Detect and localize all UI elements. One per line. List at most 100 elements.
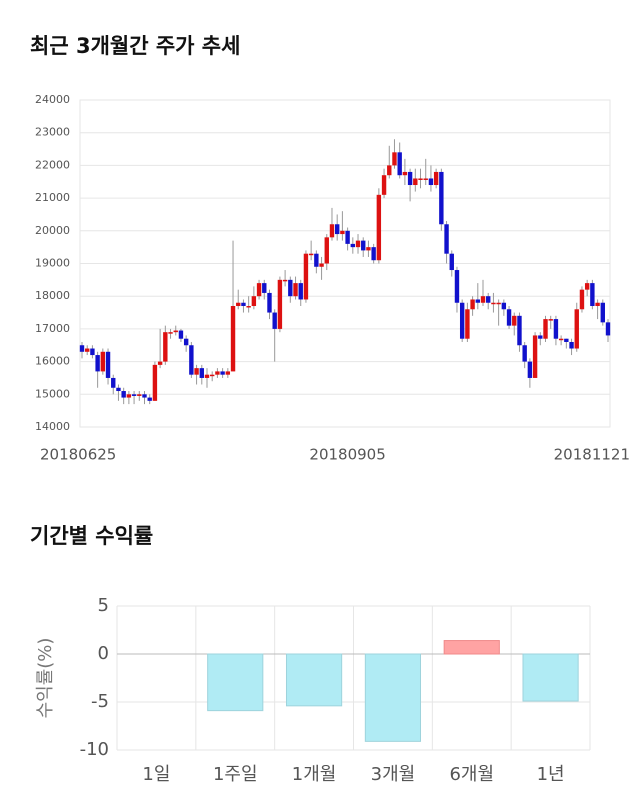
- candle-body: [579, 289, 585, 310]
- candle-body: [178, 330, 184, 339]
- x-tick-label: 1년: [537, 764, 565, 785]
- candle-body: [428, 178, 434, 186]
- candle-body: [444, 224, 449, 254]
- candle-body: [267, 292, 272, 313]
- candle-body: [574, 309, 579, 349]
- y-tick-label: 0: [98, 643, 109, 664]
- candle-body: [272, 312, 277, 329]
- x-tick-label: 20181121: [554, 446, 630, 464]
- candle-body: [314, 253, 319, 267]
- x-tick-label: 6개월: [449, 764, 494, 785]
- x-tick-label: 3개월: [371, 764, 416, 785]
- candle-body: [85, 348, 90, 352]
- candle-body: [538, 335, 543, 339]
- candle-body: [371, 247, 376, 261]
- candle-body: [543, 319, 548, 339]
- candle-body: [381, 175, 387, 195]
- y-tick-label: 5: [98, 595, 109, 616]
- candle-body: [230, 306, 236, 372]
- candle-body: [340, 230, 345, 235]
- candle-body: [392, 152, 397, 166]
- candle-body: [204, 374, 210, 378]
- candle-body: [361, 240, 366, 251]
- candle-body: [439, 171, 444, 225]
- candle-body: [465, 309, 470, 339]
- candle-body: [220, 371, 225, 375]
- candle-body: [480, 296, 486, 303]
- candle-body: [152, 364, 158, 401]
- bar: [522, 653, 579, 702]
- candle-body: [293, 283, 298, 297]
- candle-body: [366, 247, 371, 251]
- bar: [364, 653, 422, 742]
- candle-body: [100, 351, 106, 372]
- candle-body: [413, 178, 418, 186]
- candle-body: [256, 283, 262, 297]
- candle-body: [517, 315, 522, 346]
- candle-body: [194, 368, 199, 375]
- candle-body: [308, 253, 314, 256]
- candle-body: [491, 302, 496, 305]
- candle-body: [137, 394, 142, 396]
- candle-body: [262, 283, 267, 293]
- candle-body: [454, 270, 460, 303]
- candle-body: [225, 371, 231, 375]
- candle-body: [183, 338, 189, 346]
- candle-body: [459, 302, 465, 339]
- candle-body: [584, 283, 590, 290]
- y-tick-label: 20000: [35, 224, 70, 237]
- candle-body: [298, 283, 303, 300]
- y-tick-label: 24000: [35, 93, 70, 106]
- candle-body: [189, 345, 194, 375]
- x-tick-label: 20180905: [309, 446, 385, 464]
- candle-body: [387, 165, 392, 176]
- candle-body: [501, 302, 507, 310]
- y-tick-label: 16000: [35, 355, 70, 368]
- y-axis-label: 수익률(%): [35, 638, 56, 719]
- candle-body: [548, 319, 553, 321]
- candle-body: [532, 335, 538, 378]
- candle-body: [79, 345, 85, 352]
- candle-body: [350, 243, 356, 248]
- candle-body: [116, 387, 121, 392]
- candle-body: [522, 345, 527, 362]
- candle-body: [475, 299, 481, 303]
- candle-body: [433, 171, 439, 186]
- candle-body: [111, 377, 116, 388]
- y-tick-label: -10: [80, 739, 109, 760]
- x-tick-label: 1개월: [292, 764, 337, 785]
- candle-body: [209, 374, 215, 377]
- candle-body: [600, 302, 605, 323]
- candle-body: [486, 296, 491, 303]
- y-tick-label: 15000: [35, 387, 70, 400]
- y-tick-label: 21000: [35, 191, 70, 204]
- bar: [285, 653, 343, 707]
- candle-body: [512, 315, 517, 326]
- y-tick-label: 23000: [35, 126, 70, 139]
- x-tick-label: 20180625: [40, 446, 116, 464]
- candle-body: [246, 306, 251, 308]
- candle-body: [558, 338, 564, 341]
- chart-title: 기간별 수익률: [30, 524, 153, 548]
- candle-body: [163, 332, 168, 362]
- y-tick-label: 17000: [35, 322, 70, 335]
- candle-body: [329, 224, 335, 238]
- candle-body: [251, 296, 257, 307]
- candle-body: [595, 302, 600, 307]
- candle-body: [105, 351, 111, 378]
- candle-body: [569, 341, 574, 349]
- candle-body: [418, 178, 423, 180]
- candle-body: [605, 322, 611, 336]
- candle-body: [345, 230, 350, 244]
- candle-body: [553, 319, 559, 339]
- candle-body: [449, 253, 454, 271]
- chart-title: 최근 3개월간 주가 추세: [30, 34, 240, 58]
- candle-body: [324, 237, 329, 264]
- candle-body: [590, 283, 595, 307]
- candle-body: [402, 171, 408, 176]
- candle-body: [126, 394, 132, 398]
- candle-body: [121, 391, 126, 398]
- candle-body: [423, 178, 428, 180]
- candle-body: [407, 171, 413, 186]
